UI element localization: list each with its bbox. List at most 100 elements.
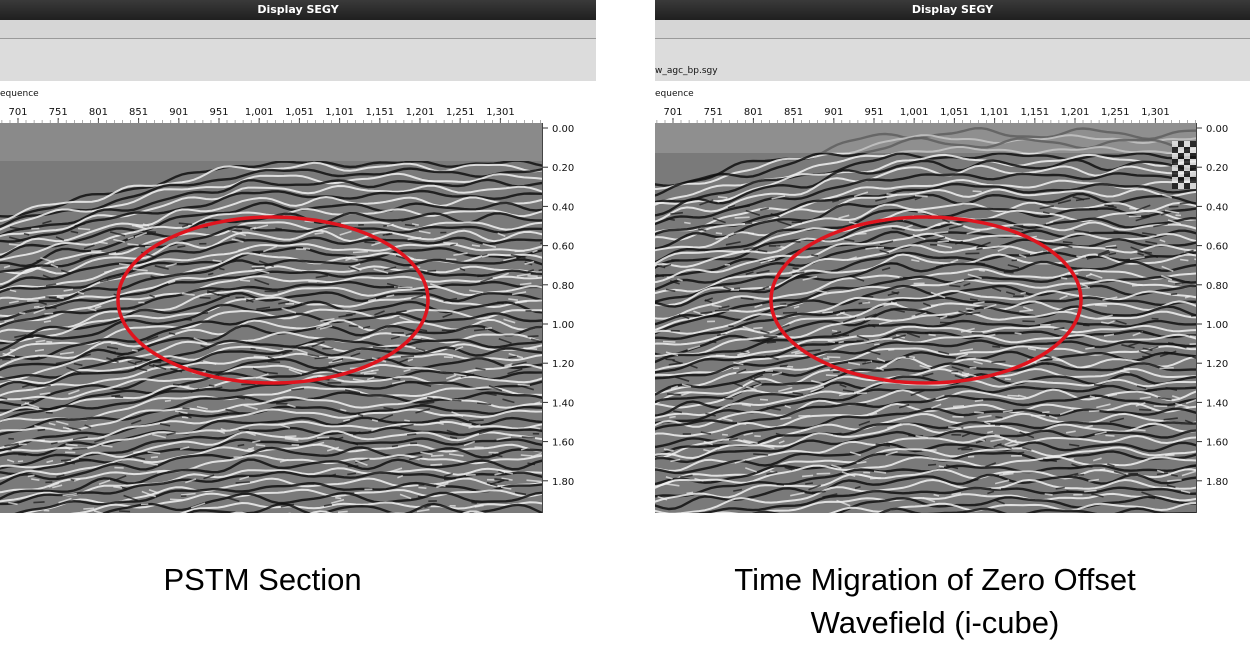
- reflector-line: [0, 318, 542, 369]
- noise-mark: [1139, 396, 1151, 400]
- noise-mark: [922, 302, 932, 307]
- noise-mark: [1014, 332, 1022, 335]
- noise-mark: [1159, 351, 1173, 358]
- noise-mark: [178, 411, 192, 419]
- noise-mark: [59, 351, 74, 355]
- noise-mark: [247, 341, 258, 346]
- noise-mark: [43, 320, 52, 323]
- seismic-section-right[interactable]: 701 751 801 851 901 951 1,001 1,051 1,101 1,151 1,…: [655, 0, 1250, 515]
- noise-mark: [928, 463, 937, 466]
- reflector-line: [0, 246, 542, 294]
- noise-mark: [885, 450, 898, 456]
- noise-mark: [238, 247, 250, 252]
- noise-mark: [867, 323, 876, 328]
- noise-mark: [520, 385, 535, 391]
- noise-mark: [267, 360, 281, 364]
- window-titlebar[interactable]: Display SEGY: [655, 0, 1250, 20]
- noise-mark: [670, 211, 683, 215]
- noise-mark: [481, 254, 489, 258]
- noise-mark: [864, 313, 877, 319]
- noise-mark: [928, 333, 936, 337]
- noise-mark: [1142, 347, 1153, 352]
- noise-mark: [235, 237, 245, 241]
- noise-mark: [879, 249, 890, 254]
- noise-mark: [816, 289, 827, 294]
- noise-mark: [743, 439, 758, 444]
- noise-mark: [200, 344, 210, 350]
- noise-mark: [507, 368, 523, 375]
- noise-mark: [1151, 317, 1159, 320]
- noise-mark: [117, 353, 125, 358]
- noise-mark: [480, 277, 493, 283]
- noise-mark: [37, 301, 47, 306]
- y-tick-label: 0.80: [552, 281, 574, 292]
- noise-mark: [173, 383, 180, 386]
- noise-mark: [220, 428, 227, 432]
- noise-mark: [56, 474, 65, 478]
- noise-mark: [357, 413, 364, 417]
- noise-mark: [64, 461, 75, 465]
- reflector-line: [655, 260, 1196, 308]
- noise-mark: [60, 269, 72, 275]
- noise-mark: [831, 464, 842, 469]
- noise-mark: [1180, 489, 1191, 494]
- noise-mark: [482, 243, 497, 248]
- noise-mark: [119, 514, 125, 515]
- x-tick-label: 751: [704, 107, 723, 118]
- noise-mark: [256, 306, 271, 310]
- noise-mark: [94, 438, 105, 443]
- noise-mark: [208, 272, 214, 276]
- noise-mark: [675, 376, 690, 382]
- noise-mark: [1121, 344, 1135, 349]
- noise-mark: [1103, 333, 1115, 337]
- noise-mark: [930, 291, 946, 299]
- segy-window-left: Display SEGY equence 701 751 801 851 901 951 1…: [0, 0, 596, 515]
- noise-mark: [314, 231, 324, 235]
- noise-mark: [529, 426, 541, 430]
- noise-mark: [196, 405, 208, 410]
- reflector-line: [655, 153, 1196, 205]
- reflector-line: [0, 331, 542, 381]
- noise-mark: [838, 392, 848, 397]
- seismic-section-left[interactable]: 701 751 801 851 901 951 1,001 1,051 1,101 1,151 1,…: [0, 0, 596, 515]
- noise-mark: [1156, 469, 1165, 474]
- reflector-line: [0, 352, 542, 397]
- checker-cell: [1172, 165, 1178, 171]
- noise-mark: [849, 451, 862, 457]
- noise-mark: [973, 301, 985, 305]
- noise-mark: [279, 459, 289, 463]
- noise-mark: [55, 236, 65, 241]
- noise-mark: [443, 477, 456, 481]
- noise-mark: [113, 356, 125, 360]
- noise-mark: [371, 427, 379, 432]
- noise-mark: [146, 335, 159, 342]
- noise-mark: [391, 444, 399, 448]
- noise-mark: [430, 454, 444, 457]
- noise-mark: [665, 476, 673, 480]
- reflector-line: [655, 407, 1196, 449]
- reflector-line: [14, 481, 542, 513]
- y-tick-label: 0.40: [552, 202, 574, 213]
- noise-mark: [725, 241, 741, 246]
- noise-mark: [252, 251, 261, 255]
- noise-mark: [745, 271, 754, 276]
- noise-mark: [1094, 431, 1107, 436]
- reflector-line: [0, 236, 542, 290]
- noise-mark: [165, 262, 177, 268]
- window-titlebar[interactable]: Display SEGY: [0, 0, 596, 20]
- noise-mark: [736, 422, 747, 425]
- noise-mark: [351, 265, 362, 271]
- noise-mark: [1161, 265, 1174, 272]
- reflector-line: [655, 284, 1196, 335]
- noise-mark: [183, 385, 190, 388]
- noise-mark: [1036, 251, 1048, 255]
- noise-mark: [17, 460, 24, 463]
- reflector-line: [655, 464, 1196, 498]
- y-tick-label: 0.80: [1206, 281, 1228, 292]
- noise-mark: [875, 443, 891, 447]
- noise-mark: [35, 339, 46, 343]
- noise-mark: [490, 480, 502, 486]
- noise-mark: [415, 408, 431, 414]
- noise-mark: [154, 265, 169, 270]
- noise-mark: [142, 223, 150, 227]
